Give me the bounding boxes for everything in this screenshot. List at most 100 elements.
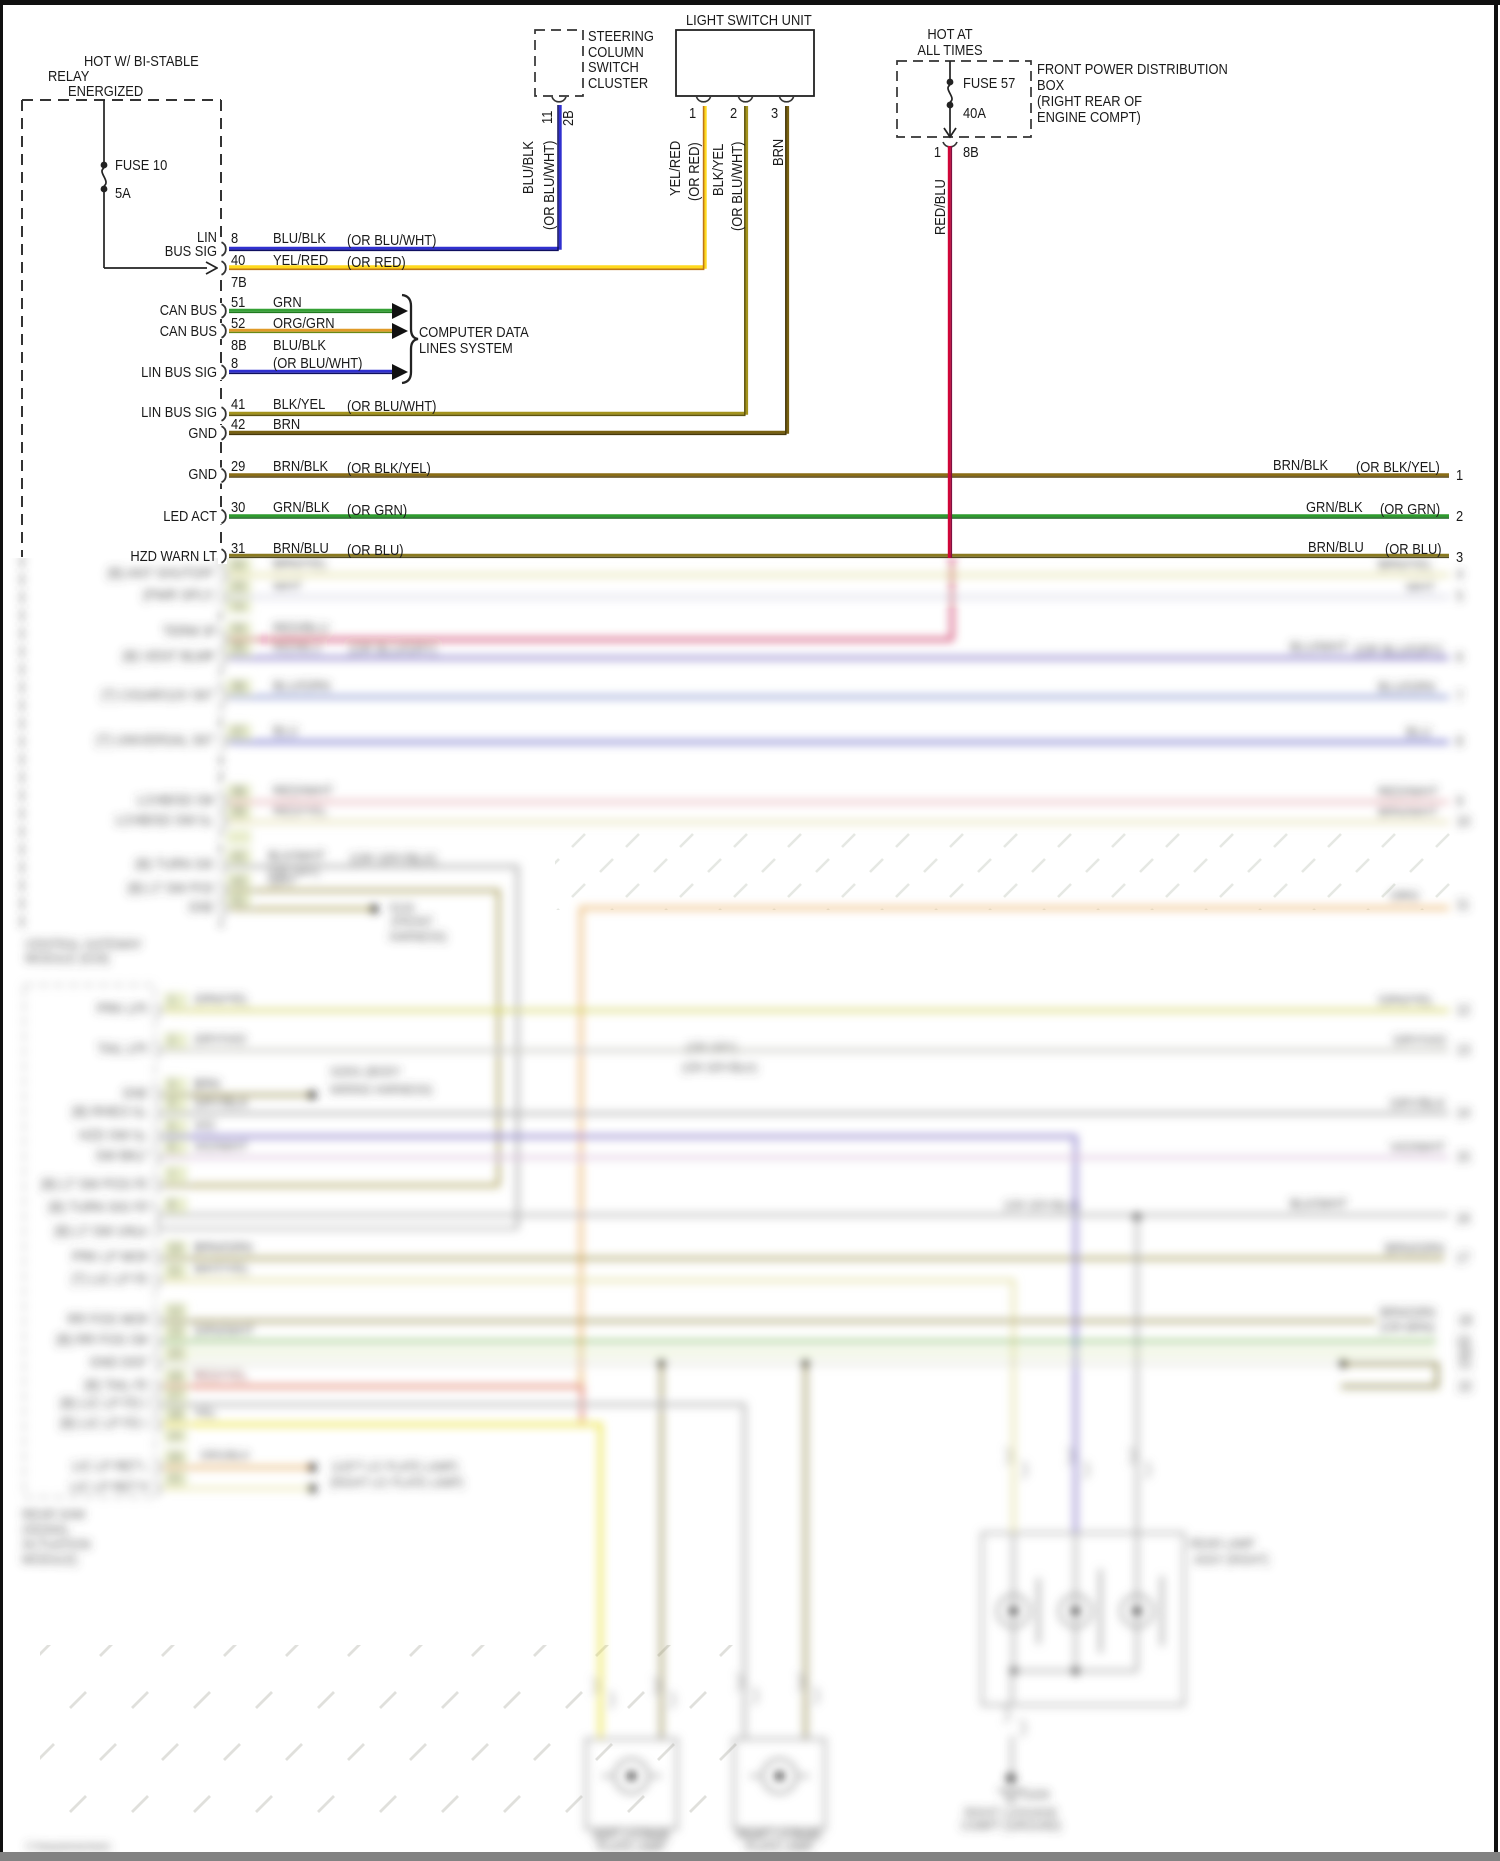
svg-text:1: 1 <box>689 104 696 121</box>
svg-text:(T) CIGAR/12V SKT: (T) CIGAR/12V SKT <box>101 686 217 703</box>
svg-text:31: 31 <box>231 539 246 556</box>
svg-text:MODULE): MODULE) <box>22 1551 77 1567</box>
svg-text:RIGHT LICENSE: RIGHT LICENSE <box>737 1827 822 1842</box>
svg-text:LIN: LIN <box>197 228 217 245</box>
svg-text:LIN BUS SIG: LIN BUS SIG <box>141 363 217 380</box>
svg-text:SWITCH: SWITCH <box>588 58 639 75</box>
svg-text:BLK/YEL: BLK/YEL <box>273 395 325 412</box>
svg-text:(FRONT: (FRONT <box>391 914 434 929</box>
svg-text:VIO: VIO <box>193 1116 215 1133</box>
svg-text:BRN/YEL: BRN/YEL <box>1378 556 1433 573</box>
svg-text:GRN/BLK: GRN/BLK <box>1306 498 1363 515</box>
svg-text:BRN/GRN: BRN/GRN <box>1380 1304 1435 1320</box>
svg-text:ACTUATION: ACTUATION <box>22 1536 91 1552</box>
svg-text:43: 43 <box>231 872 246 889</box>
svg-text:RED/BLU: RED/BLU <box>931 179 948 235</box>
svg-text:GRN/YEL: GRN/YEL <box>193 991 250 1008</box>
svg-text:3: 3 <box>1456 548 1463 565</box>
svg-text:FRONT POWER DISTRIBUTION: FRONT POWER DISTRIBUTION <box>1037 60 1228 77</box>
svg-text:22: 22 <box>1458 1377 1473 1394</box>
svg-text:9: 9 <box>1456 792 1463 809</box>
svg-text:HZD WARN LT: HZD WARN LT <box>130 547 217 564</box>
svg-text:ENGINE COMPT): ENGINE COMPT) <box>1037 108 1141 125</box>
svg-text:51: 51 <box>231 293 246 310</box>
svg-text:(B) RR FOG SW: (B) RR FOG SW <box>56 1331 152 1348</box>
svg-text:40: 40 <box>231 251 246 268</box>
svg-text:(OR RED): (OR RED) <box>685 142 702 201</box>
svg-text:LCHB/SD SW ILL: LCHB/SD SW ILL <box>115 811 217 828</box>
svg-text:(OR BLU/WHT): (OR BLU/WHT) <box>273 354 362 371</box>
svg-text:HARNESS): HARNESS) <box>389 929 447 944</box>
svg-text:21: 21 <box>1458 1354 1473 1371</box>
svg-text:BLK/WHT: BLK/WHT <box>268 847 326 864</box>
svg-text:BRN/BLK: BRN/BLK <box>1273 456 1329 473</box>
svg-text:CAN BUS: CAN BUS <box>160 322 217 339</box>
svg-text:GRY/BLK: GRY/BLK <box>193 1094 249 1111</box>
svg-text:LINES SYSTEM: LINES SYSTEM <box>419 339 513 356</box>
svg-text:BUS SIG: BUS SIG <box>165 242 217 259</box>
svg-text:GND: GND <box>188 898 217 915</box>
svg-text:PRK LP MON: PRK LP MON <box>72 1248 151 1265</box>
svg-text:32: 32 <box>231 555 246 572</box>
svg-text:1: 1 <box>168 991 175 1008</box>
svg-text:BRN: BRN <box>273 415 300 432</box>
svg-text:RIGHT LUGGAGE: RIGHT LUGGAGE <box>965 1805 1058 1820</box>
svg-text:RED/WHT: RED/WHT <box>273 782 334 799</box>
svg-text:8: 8 <box>168 1195 175 1212</box>
svg-text:29: 29 <box>231 457 246 474</box>
svg-text:21: 21 <box>168 1469 183 1486</box>
svg-text:(OR BLU/WHT): (OR BLU/WHT) <box>347 231 436 248</box>
svg-text:8B: 8B <box>231 336 247 353</box>
svg-text:GRY/VIO: GRY/VIO <box>1393 1032 1447 1049</box>
svg-text:TAIL LPS: TAIL LPS <box>97 1040 151 1057</box>
svg-text:WIRING HARNESS): WIRING HARNESS) <box>330 1082 432 1097</box>
svg-text:2: 2 <box>730 104 737 121</box>
svg-text:YEL/RED: YEL/RED <box>666 141 683 196</box>
svg-text:GRN/WHT: GRN/WHT <box>193 1322 255 1339</box>
svg-text:BLU/BLK: BLU/BLK <box>519 140 536 194</box>
svg-text:TERM 30: TERM 30 <box>163 622 218 639</box>
svg-text:GRY/BLK: GRY/BLK <box>1390 1095 1446 1112</box>
svg-text:13: 13 <box>1456 1041 1471 1058</box>
svg-text:BLU/WHT: BLU/WHT <box>1290 638 1348 655</box>
svg-text:VIO/WHT: VIO/WHT <box>1390 1139 1446 1156</box>
svg-text:ORG/GRN: ORG/GRN <box>273 314 335 331</box>
svg-text:8: 8 <box>231 229 238 246</box>
svg-text:8: 8 <box>231 354 238 371</box>
svg-text:39: 39 <box>231 802 246 819</box>
svg-text:18: 18 <box>1458 1311 1473 1328</box>
svg-text:(B) TURN SIG FD: (B) TURN SIG FD <box>48 1198 151 1215</box>
svg-text:RELAY: RELAY <box>48 67 90 84</box>
svg-text:BLU: BLU <box>1406 723 1431 740</box>
svg-text:6: 6 <box>1456 648 1463 665</box>
svg-text:MODULE (K29): MODULE (K29) <box>25 950 109 966</box>
svg-text:GND: GND <box>188 424 217 441</box>
svg-text:16: 16 <box>168 1367 183 1384</box>
svg-text:(OR BLK/YEL): (OR BLK/YEL) <box>347 459 431 476</box>
svg-text:LIC LP RET L: LIC LP RET L <box>72 1457 151 1474</box>
svg-text:YEL/RED: YEL/RED <box>273 251 328 268</box>
svg-text:(OR GRY): (OR GRY) <box>268 864 319 879</box>
svg-text:13: 13 <box>168 1322 183 1339</box>
svg-text:52: 52 <box>231 314 246 331</box>
svg-text:19: 19 <box>1456 1332 1471 1349</box>
svg-text:10: 10 <box>168 1239 183 1256</box>
svg-text:(B) RHEO ILL: (B) RHEO ILL <box>72 1103 152 1120</box>
svg-text:GND: GND <box>188 465 217 482</box>
svg-text:41: 41 <box>231 891 246 908</box>
svg-text:GRY: GRY <box>268 872 296 889</box>
svg-text:GRN/YEL: GRN/YEL <box>1378 992 1435 1009</box>
svg-text:(OR BRN): (OR BRN) <box>1380 1319 1435 1335</box>
svg-text:16: 16 <box>1456 1209 1471 1226</box>
svg-text:10: 10 <box>1456 812 1471 829</box>
svg-text:ASSY (RIGHT): ASSY (RIGHT) <box>1194 1552 1269 1567</box>
svg-text:36: 36 <box>231 677 246 694</box>
svg-text:30: 30 <box>231 498 246 515</box>
svg-text:1: 1 <box>1456 466 1463 483</box>
svg-text:GND DIST: GND DIST <box>89 1353 151 1370</box>
svg-text:11: 11 <box>538 110 555 124</box>
svg-text:(B) LIC LP FD 2: (B) LIC LP FD 2 <box>60 1394 152 1411</box>
svg-text:5: 5 <box>1456 587 1463 604</box>
svg-text:BLU/GRN: BLU/GRN <box>1378 678 1435 695</box>
svg-text:BLU/BLK: BLU/BLK <box>273 336 327 353</box>
